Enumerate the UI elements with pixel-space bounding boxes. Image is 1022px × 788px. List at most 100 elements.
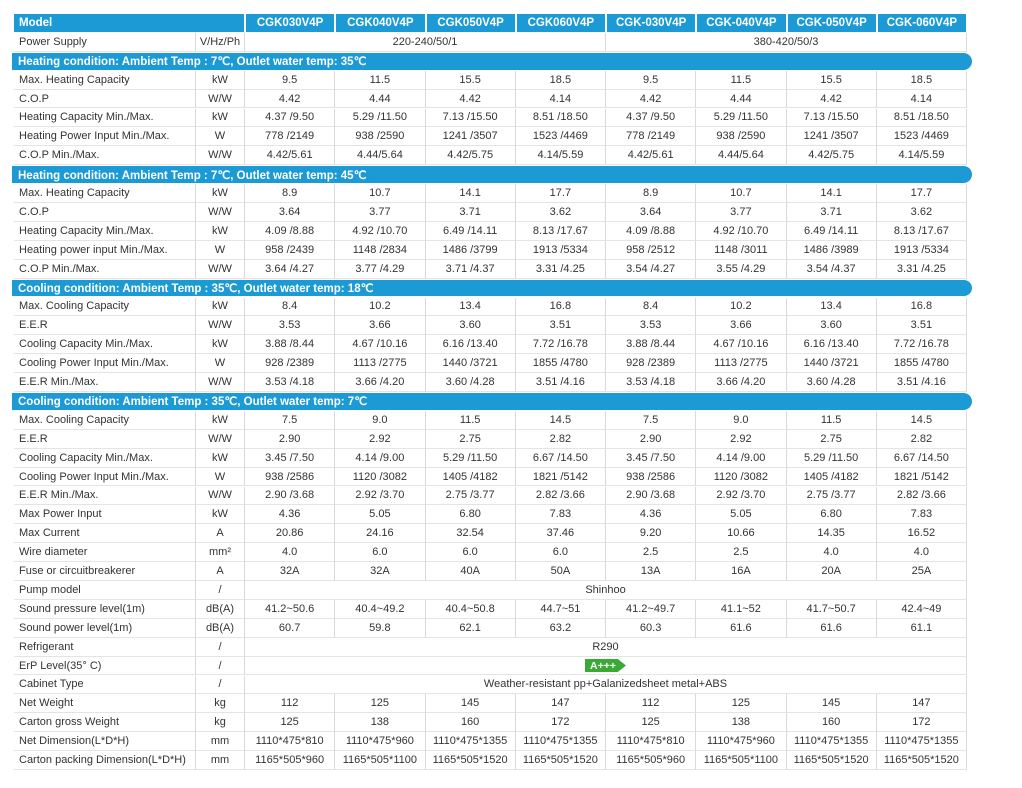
value-cell: 125	[606, 713, 697, 733]
value-cell: 41.7~50.7	[786, 599, 877, 619]
value-cell: 3.45 /7.50	[606, 448, 697, 468]
value-cell: 4.14	[515, 89, 606, 109]
model-header: CGK-040V4P	[697, 14, 786, 32]
value-cell: 32A	[245, 562, 336, 581]
value-cell: 2.90	[606, 429, 697, 449]
value-cell: 40.4~49.2	[335, 599, 426, 619]
value-cell: 11.5	[335, 70, 426, 90]
value-cell: 3.53 /4.18	[245, 373, 336, 392]
value-cell: 2.82 /3.66	[876, 486, 967, 506]
value-cell: 16.8	[515, 297, 606, 317]
value-cell: 40A	[425, 562, 516, 581]
value-cell: 2.75	[425, 429, 516, 449]
model-header: CGK-050V4P	[787, 14, 876, 32]
value-cell: 3.71	[425, 203, 516, 222]
value-cell: 3.62	[515, 203, 606, 222]
value-cell: 8.51 /18.50	[515, 108, 606, 128]
value-cell: 3.66 /4.20	[696, 373, 787, 392]
value-cell: 5.05	[696, 505, 787, 525]
value-cell: 1110*475*1355	[425, 732, 516, 752]
row-label: Max. Cooling Capacity	[14, 297, 196, 317]
value-cell: 8.4	[245, 297, 336, 317]
value-cell: 9.5	[606, 70, 697, 90]
value-cell: 41.2~50.6	[245, 599, 336, 619]
row-unit: W	[196, 467, 245, 487]
value-cell: 4.44/5.64	[696, 146, 787, 166]
value-cell: 8.4	[606, 297, 697, 317]
row-label: Net Weight	[14, 694, 196, 714]
value-cell: 20.86	[245, 524, 336, 544]
value-cell: 6.80	[425, 505, 516, 525]
value-cell: 7.83	[515, 505, 606, 525]
value-cell: 37.46	[515, 524, 606, 544]
value-cell: 928 /2389	[606, 354, 697, 374]
value-cell: 3.60 /4.28	[786, 373, 877, 392]
row-label: Carton gross Weight	[14, 713, 196, 733]
section-bar: Heating condition: Ambient Temp : 7℃, Ou…	[12, 52, 972, 70]
value-cell: 1165*505*960	[245, 751, 336, 770]
row-unit: kW	[196, 448, 245, 468]
model-header: CGK060V4P	[516, 14, 605, 32]
value-cell: 11.5	[696, 70, 787, 90]
row-label: Wire diameter	[14, 543, 196, 563]
value-cell: 1113 /2775	[335, 354, 426, 374]
value-cell: 1110*475*960	[696, 732, 787, 752]
value-cell: 4.67 /10.16	[335, 335, 426, 355]
value-cell: 42.4~49	[876, 599, 967, 619]
value-cell: 61.6	[696, 618, 787, 638]
value-cell: 958 /2439	[245, 240, 336, 260]
value-cell: 3.88 /8.44	[245, 335, 336, 355]
value-cell: 1486 /3799	[425, 240, 516, 260]
value-cell: 2.92	[696, 429, 787, 449]
value-cell: 938 /2586	[245, 467, 336, 487]
value-cell: A+++	[245, 656, 967, 676]
row-unit: dB(A)	[196, 618, 245, 638]
model-header: CGK-060V4P	[877, 14, 966, 32]
value-cell: 8.9	[245, 184, 336, 203]
row-label: Sound power level(1m)	[14, 618, 196, 638]
value-cell: 1821 /5142	[876, 467, 967, 487]
value-cell: 4.42/5.75	[425, 146, 516, 166]
row-label: C.O.P	[14, 89, 196, 109]
value-cell: 8.13 /17.67	[515, 221, 606, 241]
value-cell: 7.13 /15.50	[786, 108, 877, 128]
value-cell: 6.0	[515, 543, 606, 563]
value-cell: 3.54 /4.27	[606, 259, 697, 279]
value-cell: 3.31 /4.25	[876, 259, 967, 279]
value-cell: 11.5	[425, 410, 516, 430]
value-cell: 14.1	[786, 184, 877, 203]
value-cell: 11.5	[786, 410, 877, 430]
row-label: E.E.R Min./Max.	[14, 486, 196, 506]
value-cell: 6.67 /14.50	[515, 448, 606, 468]
value-cell: 3.31 /4.25	[515, 259, 606, 279]
value-cell: 1913 /5334	[515, 240, 606, 260]
value-cell: 1523 /4469	[515, 127, 606, 147]
value-cell: 6.49 /14.11	[786, 221, 877, 241]
value-cell: 1241 /3507	[786, 127, 877, 147]
value-cell: 4.0	[786, 543, 877, 563]
value-cell: 14.1	[425, 184, 516, 203]
value-cell: 125	[245, 713, 336, 733]
row-unit: kg	[196, 713, 245, 733]
value-cell: 4.92 /10.70	[696, 221, 787, 241]
row-unit: kW	[196, 108, 245, 128]
value-cell: 138	[696, 713, 787, 733]
row-label: E.E.R	[14, 316, 196, 336]
row-unit: W	[196, 354, 245, 374]
value-cell: 112	[245, 694, 336, 714]
value-cell: 1148 /2834	[335, 240, 426, 260]
value-cell: 13A	[606, 562, 697, 581]
model-header: CGK-030V4P	[607, 14, 696, 32]
value-cell: 1165*505*1520	[515, 751, 606, 770]
value-cell: Shinhoo	[245, 581, 967, 600]
value-cell: 17.7	[876, 184, 967, 203]
value-cell: 2.90	[245, 429, 336, 449]
row-label: Refrigerant	[14, 637, 196, 657]
section-bar: Cooling condition: Ambient Temp : 35℃, O…	[12, 279, 972, 297]
row-unit: W/W	[196, 146, 245, 166]
value-cell: 10.7	[696, 184, 787, 203]
value-cell: 1165*505*1520	[425, 751, 516, 770]
value-cell: 4.42	[425, 89, 516, 109]
row-unit: W	[196, 240, 245, 260]
value-cell: 2.75	[786, 429, 877, 449]
